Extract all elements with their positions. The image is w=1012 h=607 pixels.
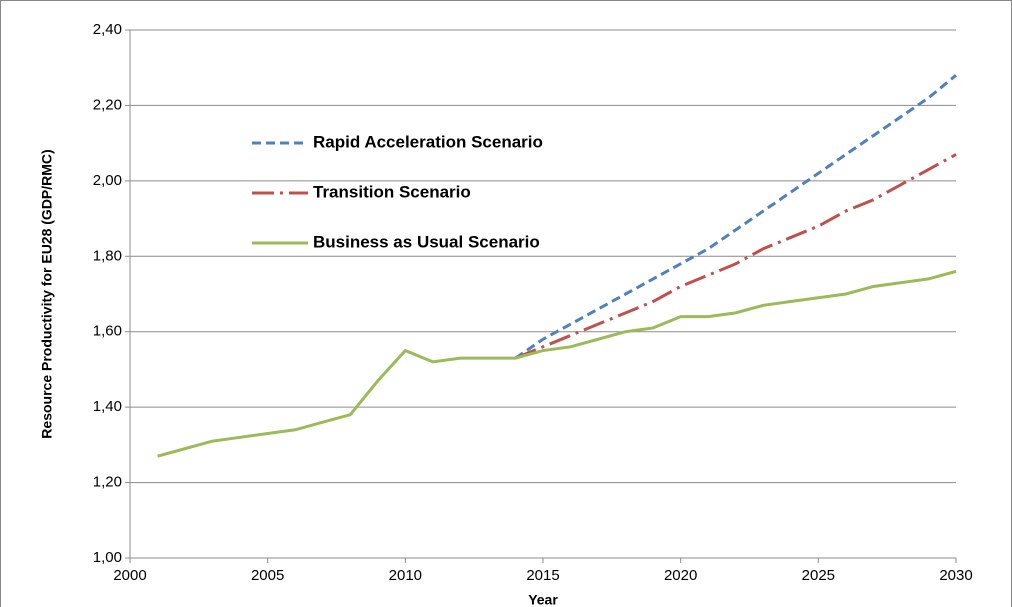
y-tick-label: 1,80 bbox=[93, 247, 122, 264]
x-axis-title: Year bbox=[528, 592, 558, 607]
legend-label: Rapid Acceleration Scenario bbox=[313, 132, 543, 151]
y-tick-label: 2,00 bbox=[93, 172, 122, 189]
legend-label: Business as Usual Scenario bbox=[313, 232, 540, 251]
x-tick-label: 2015 bbox=[526, 567, 559, 584]
y-tick-label: 1,40 bbox=[93, 398, 122, 415]
series-line bbox=[514, 74, 957, 360]
x-tick-label: 2030 bbox=[939, 567, 972, 584]
x-tick-label: 2020 bbox=[664, 567, 697, 584]
y-tick-label: 1,60 bbox=[93, 323, 122, 340]
x-tick-label: 2010 bbox=[389, 567, 422, 584]
y-tick-label: 2,20 bbox=[93, 96, 122, 113]
x-tick-label: 2025 bbox=[802, 567, 835, 584]
y-axis-title: Resource Productivity for EU28 (GDP/RMC) bbox=[39, 149, 55, 438]
series-line bbox=[514, 153, 957, 360]
y-tick-label: 1,00 bbox=[93, 549, 122, 566]
x-tick-label: 2005 bbox=[251, 567, 284, 584]
legend-label: Transition Scenario bbox=[313, 182, 471, 201]
series-line bbox=[157, 269, 957, 458]
y-tick-label: 2,40 bbox=[93, 21, 122, 38]
y-tick-label: 1,20 bbox=[93, 474, 122, 491]
x-tick-label: 2000 bbox=[113, 567, 146, 584]
